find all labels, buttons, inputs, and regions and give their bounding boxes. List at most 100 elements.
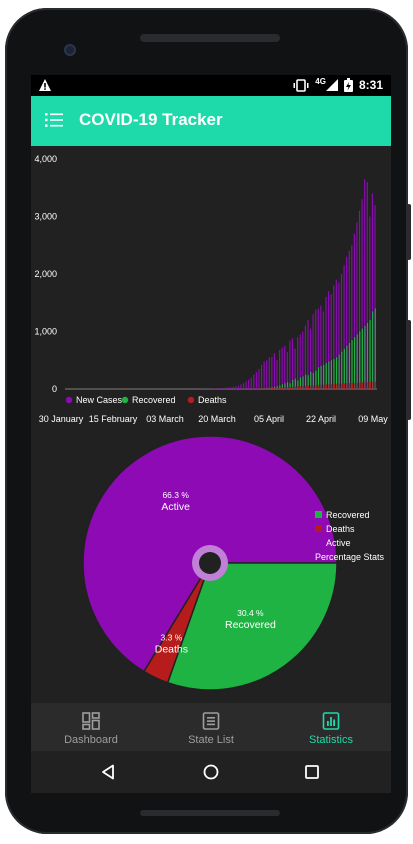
x-tick-label: 22 April	[306, 414, 336, 424]
bar-deaths	[315, 385, 317, 389]
bar-deaths	[300, 386, 302, 390]
bar-deaths	[318, 384, 320, 389]
bar-new-cases	[217, 388, 219, 389]
warning-icon	[39, 79, 51, 91]
bar-new-cases	[366, 182, 368, 389]
y-tick-label: 3,000	[34, 212, 57, 222]
bar-recovered	[279, 385, 281, 389]
home-icon[interactable]	[203, 764, 219, 780]
daily-cases-bar-chart[interactable]: 0 1,000 2,000 3,000 4,000 30 January 15 Febru…	[34, 154, 388, 424]
bar-deaths	[328, 384, 330, 389]
bar-new-cases	[284, 345, 286, 390]
bar-deaths	[320, 384, 322, 389]
bar-recovered	[281, 384, 284, 389]
bar-deaths	[325, 384, 328, 389]
bar-new-cases	[271, 356, 273, 389]
bar-new-cases	[263, 361, 265, 389]
nav-statistics[interactable]: Statistics	[271, 703, 391, 751]
bar-deaths	[346, 383, 348, 389]
bar-recovered	[299, 377, 302, 389]
bar-new-cases	[361, 199, 363, 389]
back-icon[interactable]	[101, 764, 115, 780]
bar-deaths	[271, 387, 273, 389]
pie-name-label: Active	[161, 501, 190, 513]
bar-deaths	[282, 387, 284, 389]
list-document-icon	[202, 712, 220, 730]
bar-deaths	[305, 385, 307, 389]
bar-deaths	[310, 385, 312, 389]
legend-swatch	[65, 396, 73, 404]
bar-new-cases	[304, 325, 306, 389]
nav-dashboard-label: Dashboard	[64, 734, 118, 746]
bar-recovered	[348, 343, 351, 389]
bar-recovered	[325, 363, 327, 390]
bar-new-cases	[289, 340, 291, 389]
signal-icon	[325, 79, 338, 91]
bar-new-cases	[219, 388, 221, 389]
front-camera	[64, 44, 76, 56]
bar-recovered	[305, 374, 307, 390]
bar-deaths	[331, 384, 333, 389]
nav-dashboard[interactable]: Dashboard	[31, 703, 151, 751]
recents-icon[interactable]	[305, 765, 319, 779]
bar-new-cases	[348, 251, 350, 389]
bar-new-cases	[276, 360, 278, 389]
pie-chart-title: Percentage Stats	[315, 552, 385, 562]
x-tick-label: 20 March	[198, 414, 236, 424]
bar-recovered	[317, 367, 320, 389]
nav-statistics-label: Statistics	[308, 734, 353, 746]
bar-deaths	[356, 382, 359, 389]
bar-deaths	[279, 387, 281, 389]
bar-new-cases	[297, 337, 299, 389]
bar-new-cases	[320, 305, 322, 390]
bar-new-cases	[258, 368, 260, 390]
x-tick-label: 09 May	[358, 414, 388, 424]
bar-deaths	[292, 386, 294, 389]
bar-new-cases	[281, 347, 283, 389]
bar-new-cases	[268, 357, 270, 390]
app-bar: COVID-19 Tracker	[31, 96, 391, 146]
x-tick-label: 03 March	[146, 414, 184, 424]
bar-new-cases	[330, 294, 332, 390]
screen: 4G 8:31 COVID-1	[31, 75, 391, 793]
pie-name-label: Deaths	[155, 643, 188, 655]
bar-new-cases	[358, 210, 361, 389]
bar-recovered	[276, 386, 278, 390]
bar-new-cases	[242, 383, 245, 389]
bar-new-cases	[227, 387, 229, 389]
bar-new-cases	[369, 216, 371, 389]
bar-deaths	[323, 384, 325, 389]
bar-recovered	[328, 361, 330, 389]
bar-new-cases	[328, 291, 330, 389]
bar-deaths	[344, 383, 346, 389]
nav-state-list[interactable]: State List	[151, 703, 271, 751]
legend-swatch	[187, 396, 195, 404]
bar-new-cases	[364, 179, 366, 390]
bar-deaths	[289, 386, 292, 389]
legend-label: Recovered	[132, 395, 176, 405]
bar-recovered	[284, 383, 286, 389]
bar-deaths	[341, 383, 343, 389]
vibrate-icon	[293, 78, 309, 92]
phone-frame: 4G 8:31 COVID-1	[5, 8, 411, 834]
bar-recovered	[369, 320, 371, 389]
pie-legend-label: Deaths	[326, 524, 355, 534]
status-bar: 4G 8:31	[31, 75, 391, 96]
bar-new-cases	[340, 274, 343, 389]
pie-percent-label: 66.3 %	[162, 490, 189, 500]
pie-percent-label: 30.4 %	[237, 608, 264, 618]
volume-button	[407, 320, 411, 420]
bar-recovered	[330, 360, 332, 389]
pie-legend-swatch	[315, 525, 322, 532]
bar-new-cases	[315, 309, 317, 389]
bar-new-cases	[325, 297, 327, 389]
bar-recovered	[315, 370, 317, 389]
bar-new-cases	[317, 308, 319, 389]
menu-icon[interactable]	[45, 113, 63, 127]
bar-deaths	[336, 383, 338, 389]
bar-deaths	[307, 385, 310, 389]
bar-new-cases	[343, 265, 345, 390]
bar-new-cases	[250, 377, 252, 389]
bar-deaths	[333, 383, 335, 389]
